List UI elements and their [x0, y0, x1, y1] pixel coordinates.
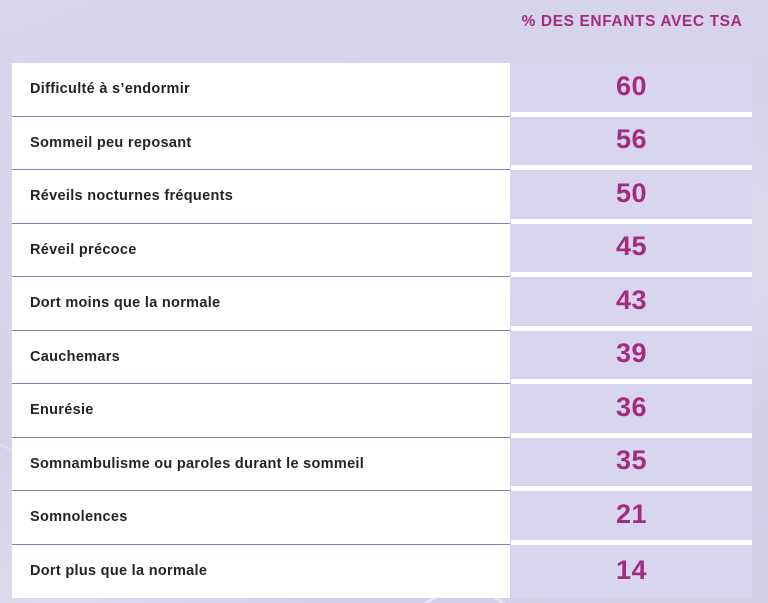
table-row: Réveils nocturnes fréquents	[12, 170, 510, 224]
row-value: 35	[615, 445, 648, 476]
row-label: Enurésie	[30, 402, 94, 419]
table-row: Cauchemars	[12, 331, 510, 384]
row-label: Sommeil peu reposant	[30, 134, 192, 151]
row-label: Somnambulisme ou paroles durant le somme…	[30, 455, 365, 472]
row-value: 45	[615, 231, 648, 262]
row-label: Somnolences	[30, 509, 128, 526]
value-cell: 50	[511, 170, 752, 224]
row-value: 50	[615, 177, 648, 208]
row-label: Difficulté à s’endormir	[30, 81, 190, 98]
row-label: Dort moins que la normale	[30, 295, 221, 312]
value-column-header: % DES ENFANTS AVEC TSA	[521, 13, 743, 30]
table-row: Réveil précoce	[12, 224, 510, 277]
row-label: Cauchemars	[30, 348, 121, 365]
value-cell: 35	[511, 437, 752, 491]
value-cell: 14	[511, 544, 752, 598]
table-row: Difficulté à s’endormir	[12, 63, 510, 117]
row-value: 56	[615, 124, 648, 155]
sleep-problems-table: Difficulté à s’endormir Sommeil peu repos…	[0, 63, 768, 598]
table-row: Enurésie	[12, 384, 510, 438]
row-value: 60	[615, 70, 648, 101]
table-row: Somnolences	[12, 491, 510, 545]
table-row: Dort moins que la normale	[12, 277, 510, 331]
value-cell: 21	[511, 491, 752, 545]
value-cell: 39	[511, 330, 752, 384]
value-cell: 36	[511, 384, 752, 438]
table-row: Somnambulisme ou paroles durant le somme…	[12, 438, 510, 491]
value-cell: 60	[511, 63, 752, 117]
table-row: Sommeil peu reposant	[12, 117, 510, 170]
row-value: 39	[615, 338, 648, 369]
value-cell: 45	[511, 223, 752, 277]
row-label: Réveil précoce	[30, 241, 137, 258]
labels-column: Difficulté à s’endormir Sommeil peu repos…	[12, 63, 510, 598]
row-label: Réveils nocturnes fréquents	[30, 188, 234, 205]
row-value: 43	[615, 284, 648, 315]
value-cell: 43	[511, 277, 752, 331]
row-value: 21	[615, 498, 648, 529]
value-cell: 56	[511, 116, 752, 170]
row-label: Dort plus que la normale	[30, 563, 208, 580]
row-value: 14	[615, 554, 648, 585]
row-value: 36	[615, 391, 648, 422]
table-row: Dort plus que la normale	[12, 545, 510, 599]
values-column: 60 56 50 45 43 39 36 35 21 14	[511, 63, 752, 598]
